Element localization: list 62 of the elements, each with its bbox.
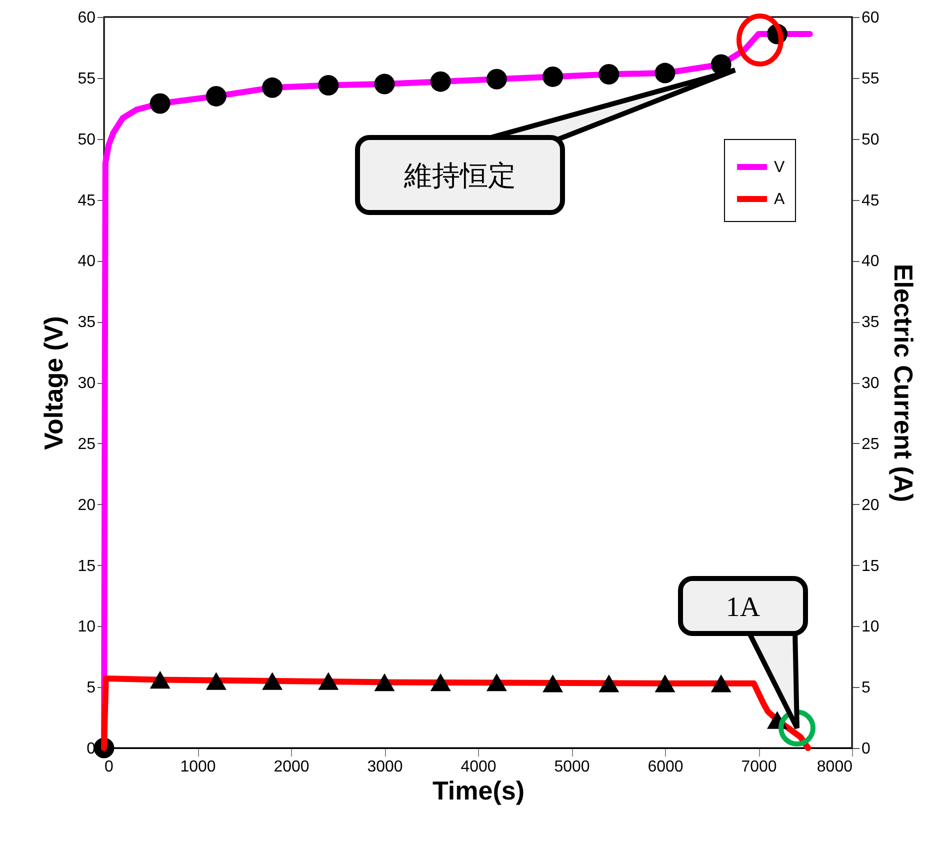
y-axis-title: Voltage (V) — [38, 316, 69, 450]
y-tick-label: 45 — [78, 192, 96, 210]
point — [262, 672, 283, 690]
x-tick-label: 6000 — [648, 758, 684, 776]
point — [542, 66, 564, 87]
y-tick-label: 20 — [78, 496, 96, 514]
point — [206, 672, 226, 690]
point — [654, 674, 676, 692]
point — [542, 674, 564, 692]
y-tick-label: 5 — [86, 680, 96, 697]
annotation: 1A — [726, 592, 761, 623]
y2-tick-label: 40 — [862, 253, 880, 270]
x-tick-label: 8000 — [816, 758, 853, 776]
legend-label: A — [774, 191, 785, 208]
point — [654, 62, 676, 84]
point — [598, 64, 620, 84]
y2-axis-title: Electric Current (A) — [888, 264, 918, 502]
y-tick-label: 55 — [78, 70, 96, 88]
x-tick-label: 4000 — [460, 758, 496, 776]
point — [374, 74, 395, 94]
point — [486, 68, 507, 90]
x-tick-label: 5000 — [554, 758, 590, 776]
point — [598, 674, 620, 692]
point — [150, 93, 170, 114]
y2-tick-label: 30 — [862, 375, 880, 392]
y2-tick-label: 25 — [862, 436, 880, 453]
y2-tick-label: 5 — [862, 680, 870, 697]
point — [430, 673, 451, 692]
y-tick-label: 10 — [78, 618, 96, 636]
y-tick-label: 35 — [78, 314, 96, 332]
legend-label: V — [774, 159, 785, 176]
point — [150, 670, 170, 689]
y2-tick-label: 35 — [862, 314, 880, 332]
y2-tick-label: 0 — [862, 740, 870, 758]
x-tick-label: 3000 — [367, 758, 403, 776]
point — [318, 75, 339, 96]
point — [374, 673, 395, 692]
y-tick-label: 15 — [78, 558, 96, 575]
point — [206, 86, 226, 106]
y2-tick-label: 20 — [862, 496, 880, 514]
point — [710, 674, 732, 692]
y2-tick-label: 10 — [862, 618, 880, 636]
point — [262, 77, 283, 98]
y2-tick-label: 60 — [862, 10, 880, 26]
x-tick-label: 2000 — [274, 758, 310, 776]
point — [430, 71, 451, 92]
y-tick-label: 30 — [78, 375, 96, 392]
y2-tick-label: 15 — [862, 558, 880, 575]
x-tick-label: 0 — [104, 758, 114, 776]
x-tick-label: 1000 — [180, 758, 216, 776]
y2-tick-label: 55 — [862, 70, 880, 88]
annotation: 維持恒定 — [403, 158, 516, 192]
y-tick-label: 40 — [78, 253, 96, 270]
y-tick-label: 25 — [78, 436, 96, 453]
y2-tick-label: 45 — [862, 192, 880, 210]
y-tick-label: 60 — [78, 10, 96, 26]
y2-tick-label: 50 — [862, 131, 880, 148]
point — [318, 672, 339, 690]
y-tick-label: 50 — [78, 131, 96, 148]
x-axis-title: Time(s) — [432, 776, 524, 806]
x-tick-label: 7000 — [741, 758, 777, 776]
point — [486, 673, 507, 692]
